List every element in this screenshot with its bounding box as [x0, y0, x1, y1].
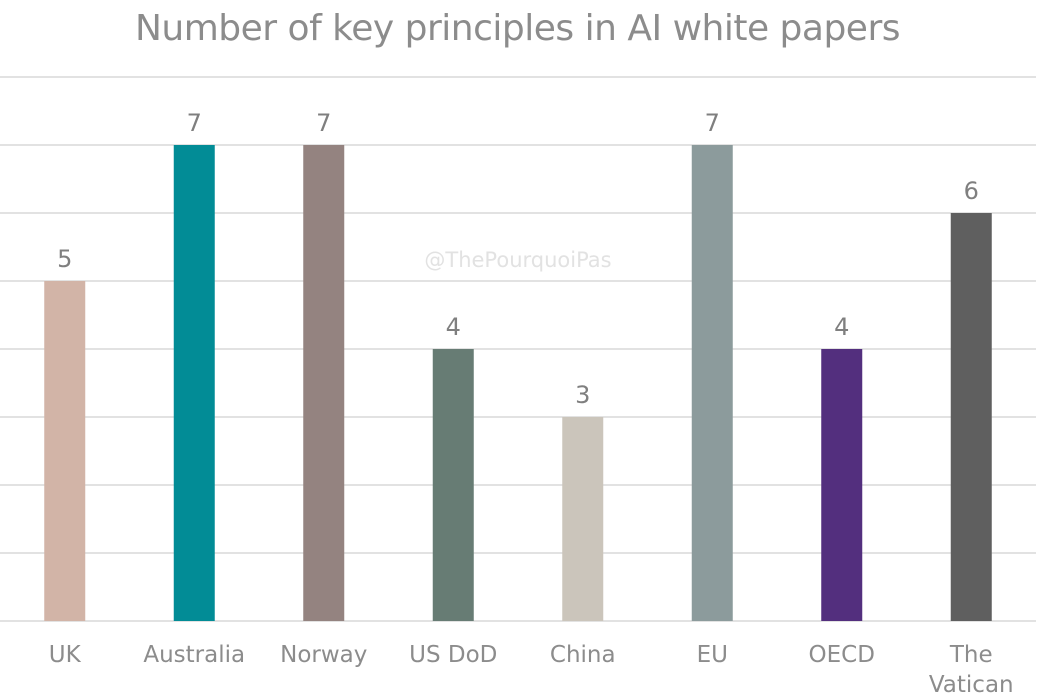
bars	[44, 145, 992, 621]
chart-title: Number of key principles in AI white pap…	[134, 8, 901, 49]
bar	[173, 145, 215, 621]
bar	[303, 145, 345, 621]
data-label: 7	[316, 109, 331, 137]
gridlines	[0, 76, 1036, 622]
category-label: The Vatican	[929, 642, 1014, 698]
bar	[950, 213, 992, 621]
data-label: 5	[57, 245, 72, 273]
value-labels: 5 7 7 4 3 7 4 6	[57, 109, 979, 409]
bar	[691, 145, 733, 621]
bar	[432, 349, 474, 621]
category-labels: UK Australia Norway US DoD China EU OECD The Vat…	[49, 642, 1014, 698]
data-label: 3	[575, 381, 590, 409]
data-label: 6	[964, 177, 979, 205]
bar	[44, 281, 86, 621]
category-label: OECD	[809, 642, 875, 668]
category-label: Norway	[280, 642, 367, 668]
bar	[821, 349, 863, 621]
category-label: US DoD	[409, 642, 497, 668]
data-label: 7	[705, 109, 720, 137]
bar	[562, 417, 604, 621]
category-label: EU	[697, 642, 728, 668]
data-label: 7	[187, 109, 202, 137]
category-label: UK	[49, 642, 82, 668]
watermark-text: @ThePourquoiPas	[424, 248, 611, 272]
category-label: Australia	[143, 642, 245, 668]
data-label: 4	[834, 313, 849, 341]
category-label: China	[550, 642, 616, 668]
data-label: 4	[446, 313, 461, 341]
